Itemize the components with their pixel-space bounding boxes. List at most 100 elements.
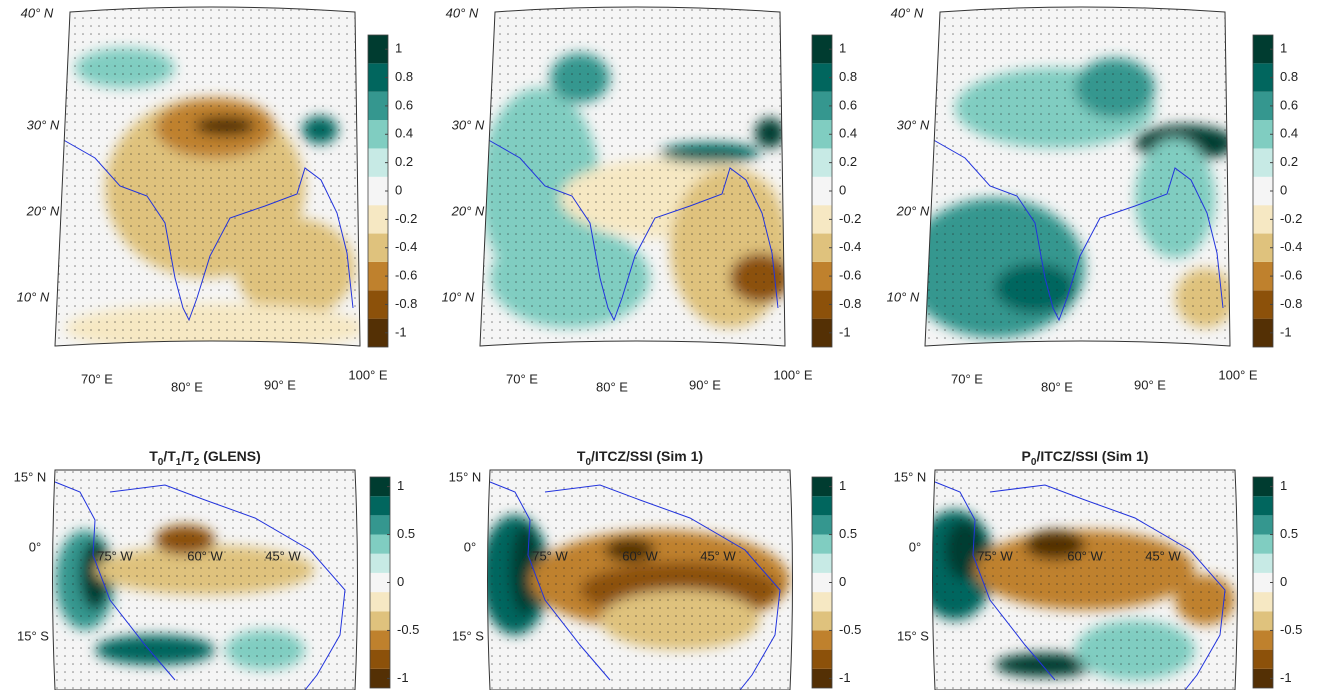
colorbar-band: [812, 35, 832, 64]
colorbar-tick-label: 1: [1280, 478, 1287, 493]
colorbar-band: [1253, 649, 1273, 669]
lon-label: 100° E: [1218, 367, 1258, 382]
map-field: [925, 7, 1230, 346]
lon-label: 75° W: [97, 548, 133, 563]
colorbar-tick-label: -1: [1280, 670, 1292, 685]
colorbar-band: [370, 534, 390, 554]
lon-label: 80° E: [171, 379, 203, 394]
map-field: [55, 7, 360, 346]
lon-label: 70° E: [506, 371, 538, 386]
colorbar-band: [812, 649, 832, 669]
lat-label: 20° N: [26, 203, 60, 218]
coastline: [54, 481, 346, 690]
lon-label: 90° E: [1134, 377, 1166, 392]
map: [54, 6, 361, 347]
stippling: [925, 7, 1230, 346]
colorbar-band: [812, 120, 832, 149]
colorbar-band: [1253, 630, 1273, 650]
colorbar-tick-label: -0.6: [395, 268, 417, 283]
map-frame: [924, 6, 1231, 347]
map: [487, 469, 793, 690]
colorbar-band: [368, 261, 388, 291]
lat-label: 30° N: [452, 117, 485, 132]
colorbar-band: [1253, 205, 1273, 234]
coastline: [929, 137, 1224, 322]
colorbar-band: [368, 318, 388, 347]
lon-label: 100° E: [348, 367, 388, 382]
panel: P0/ITCZ/SSI (Sim 1)15° N0°15° S75° W 60° …: [894, 448, 1302, 690]
map-frame: [54, 6, 361, 347]
colorbar-tick-label: -1: [839, 324, 851, 339]
colorbar-band: [812, 611, 832, 631]
title-text: P: [1022, 448, 1031, 464]
stippling: [487, 470, 793, 690]
lat-label: 10° N: [442, 289, 475, 304]
lon-label: 70° E: [951, 371, 983, 386]
colorbar-tick-label: 0: [839, 574, 846, 589]
colorbar-tick-label: -0.4: [1280, 239, 1302, 254]
title-text: /T: [163, 448, 176, 464]
colorbar-band: [1253, 668, 1273, 688]
panel-title: T0/ITCZ/SSI (Sim 1): [577, 448, 703, 468]
lat-label: 40° N: [21, 5, 54, 20]
title-text: T: [577, 448, 586, 464]
colorbar-tick-label: 0.2: [1280, 154, 1298, 169]
colorbar-tick-label: 0.5: [839, 526, 857, 541]
map-field: [52, 470, 358, 690]
lat-label: 20° N: [896, 203, 930, 218]
coastline: [489, 481, 781, 690]
colorbar-tick-label: 0.8: [1280, 69, 1298, 84]
map-field: [932, 470, 1238, 690]
colorbar-tick-label: -1: [839, 670, 851, 685]
map-frame: [487, 469, 793, 690]
panel-title: T0/T1/T2 (GLENS): [149, 448, 261, 468]
colorbar-band: [370, 630, 390, 650]
panel: T0/ITCZ/SSI (Sim 1)15° N0°15° S75° W 60° …: [449, 448, 861, 690]
colorbar-band: [812, 534, 832, 554]
colorbar-tick-label: -0.5: [397, 622, 419, 637]
colorbar-tick-label: -0.8: [1280, 296, 1302, 311]
colorbar-band: [812, 318, 832, 347]
colorbar-band: [370, 553, 390, 573]
colorbar-tick-label: 1: [395, 41, 402, 56]
colorbar-tick-label: -0.8: [395, 296, 417, 311]
colorbar-tick-label: -0.5: [839, 622, 861, 637]
lon-label: 45° W: [1145, 548, 1181, 563]
colorbar-band: [1253, 261, 1273, 291]
colorbar-tick-label: 0.5: [397, 526, 415, 541]
map-field: [487, 470, 793, 690]
coastline: [484, 137, 779, 322]
colorbar-band: [812, 592, 832, 612]
lat-label: 15° S: [452, 628, 484, 643]
colorbar-band: [370, 477, 390, 497]
map: [932, 469, 1238, 690]
colorbar-band: [812, 176, 832, 206]
colorbar-band: [1253, 148, 1273, 177]
panel: T0/T1/T2 (GLENS)40° N30° N20° N10° N70° …: [17, 5, 418, 395]
lon-label: 90° E: [264, 377, 296, 392]
colorbar-tick-label: 0.2: [395, 154, 413, 169]
lat-label: 20° N: [451, 203, 485, 218]
colorbar-band: [1253, 477, 1273, 497]
colorbar-tick-label: 0: [839, 182, 846, 197]
colorbar-tick-label: 1: [397, 478, 404, 493]
colorbar-band: [812, 630, 832, 650]
map: [924, 6, 1231, 347]
stippling: [55, 7, 360, 346]
colorbar-band: [1253, 611, 1273, 631]
colorbar-tick-label: 0: [1280, 182, 1287, 197]
colorbar-band: [812, 496, 832, 516]
colorbar-band: [368, 233, 388, 262]
colorbar-band: [368, 176, 388, 206]
colorbar-band: [812, 290, 832, 319]
colorbar-tick-label: 1: [839, 41, 846, 56]
colorbar-band: [370, 668, 390, 688]
colorbar-band: [370, 592, 390, 612]
colorbar-tick-label: -0.2: [395, 211, 417, 226]
lat-label: 15° N: [894, 469, 927, 484]
panel: T0/ITCZ/SSI (Sim 1)40° N30° N20° N10° N7…: [442, 5, 862, 395]
colorbar-tick-label: -0.8: [839, 296, 861, 311]
colorbar-band: [1253, 572, 1273, 593]
colorbar-tick-label: -0.6: [839, 268, 861, 283]
colorbar-band: [812, 205, 832, 234]
